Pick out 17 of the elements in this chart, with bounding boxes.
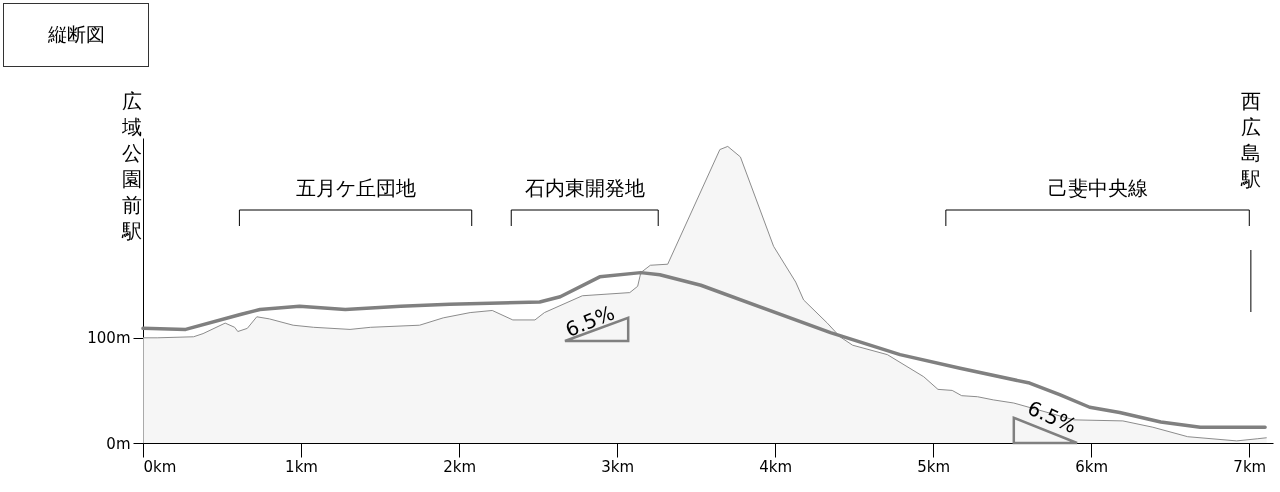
annotation: 6.5% — [1024, 395, 1081, 439]
x-tick-label: 6km — [1075, 457, 1109, 476]
x-tick-label: 5km — [917, 457, 951, 476]
text: 広域公園前駅 — [120, 89, 142, 243]
x-tick-label: 0km — [143, 457, 177, 476]
ref-line-label: 西広島駅 — [1239, 89, 1261, 191]
x-tick-label: 2km — [443, 457, 477, 476]
annotation: 6.5% — [561, 300, 618, 342]
y-tick-label: 0m — [106, 434, 131, 453]
x-tick-label: 1km — [285, 457, 318, 476]
annotation: 五月ケ丘団地 — [295, 176, 416, 200]
annotation: 己斐中央線 — [1047, 176, 1148, 200]
y-tick-label: 100m — [87, 329, 131, 348]
x-tick-label: 7km — [1233, 457, 1267, 476]
annotation: 石内東開発地 — [524, 176, 645, 200]
x-tick-label: 4km — [759, 457, 793, 476]
x-tick-label: 3km — [601, 457, 635, 476]
